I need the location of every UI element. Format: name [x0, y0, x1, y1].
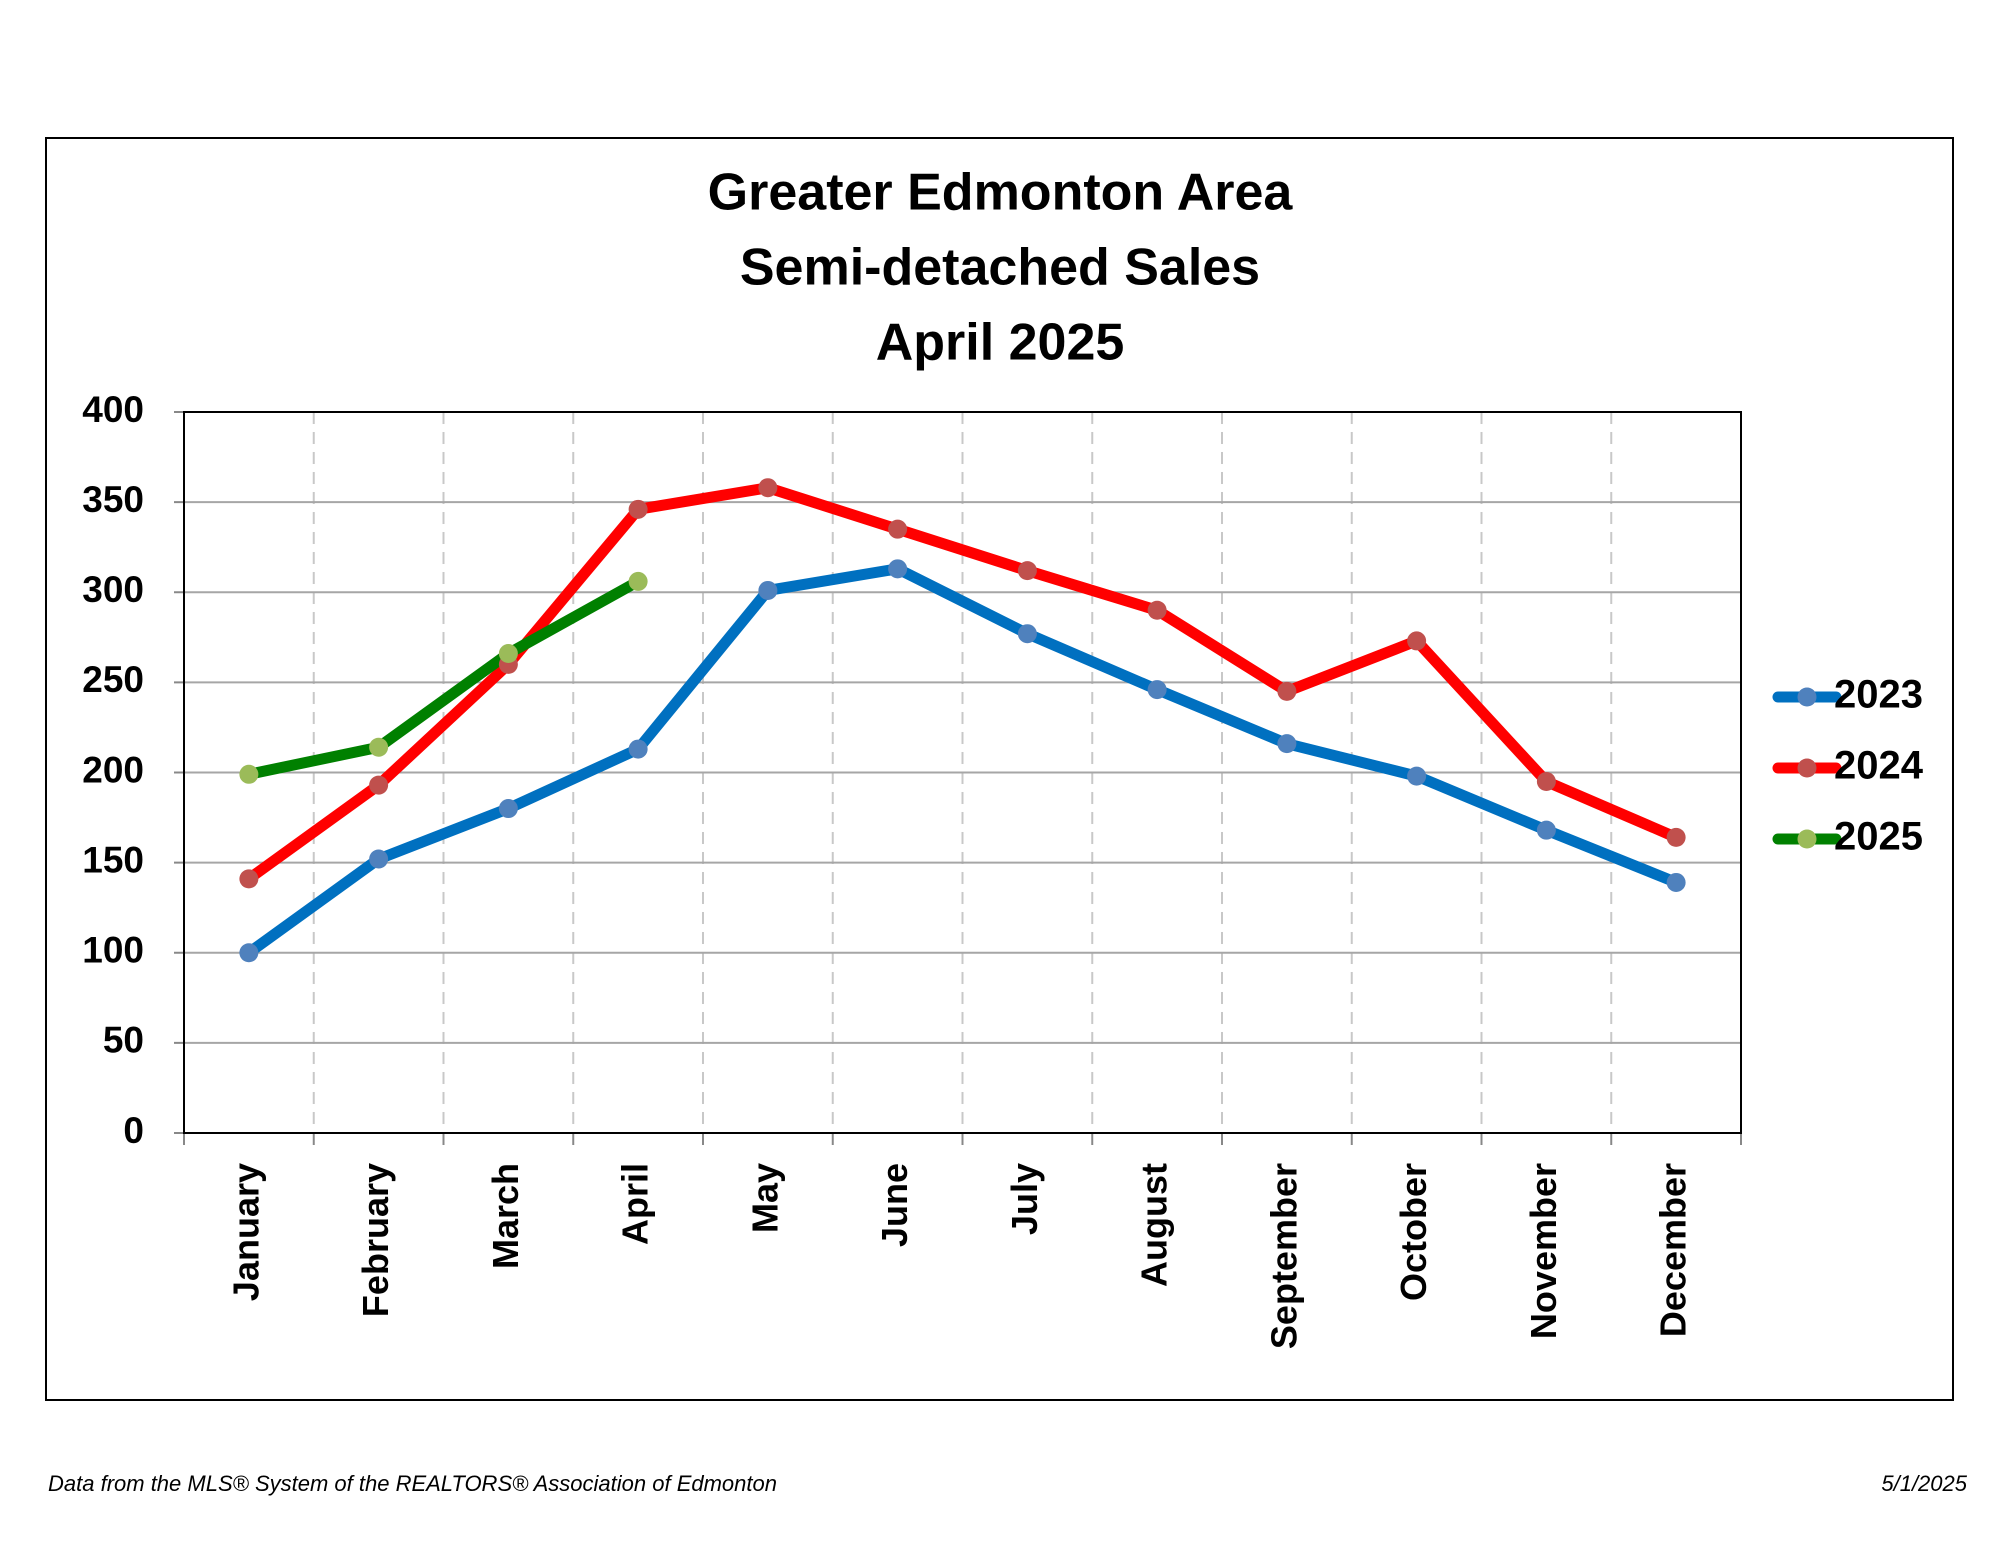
date-note: 5/1/2025	[1881, 1471, 1967, 1496]
y-tick-label: 50	[103, 1020, 144, 1061]
x-tick-label: December	[1653, 1163, 1694, 1337]
legend-label: 2025	[1834, 815, 1923, 859]
data-point	[239, 764, 259, 784]
y-tick-label: 150	[82, 839, 144, 880]
chart-title: Semi-detached Sales	[740, 239, 1260, 297]
chart-title: Greater Edmonton Area	[708, 164, 1294, 222]
data-point	[628, 499, 648, 519]
y-tick-label: 400	[82, 389, 144, 430]
chart-title: April 2025	[876, 314, 1125, 372]
x-tick-label: November	[1523, 1163, 1564, 1339]
data-point	[628, 739, 648, 759]
data-point	[239, 943, 259, 963]
legend-label: 2023	[1834, 673, 1923, 717]
y-tick-label: 300	[82, 569, 144, 610]
data-point	[239, 869, 259, 889]
data-point	[758, 478, 778, 498]
data-point	[628, 571, 648, 591]
data-point	[1407, 766, 1427, 786]
data-point	[1277, 734, 1297, 754]
y-tick-label: 250	[82, 659, 144, 700]
data-point	[369, 775, 389, 795]
data-point	[1536, 820, 1556, 840]
x-tick-label: August	[1134, 1163, 1175, 1287]
series-line	[245, 482, 1679, 884]
x-tick-label: July	[1004, 1163, 1045, 1235]
x-tick-label: March	[485, 1163, 526, 1269]
data-point	[1017, 561, 1037, 581]
data-point	[498, 799, 518, 819]
x-tick-label: February	[355, 1163, 396, 1317]
data-point	[1147, 600, 1167, 620]
data-point	[1407, 631, 1427, 651]
legend-label: 2024	[1834, 744, 1924, 788]
x-tick-label: January	[225, 1163, 266, 1301]
y-tick-label: 200	[82, 749, 144, 790]
data-point	[1666, 872, 1686, 892]
data-point	[369, 737, 389, 757]
source-note: Data from the MLS® System of the REALTOR…	[48, 1471, 777, 1496]
y-tick-label: 0	[123, 1110, 144, 1151]
x-tick-label: September	[1263, 1163, 1304, 1349]
plot-border	[183, 411, 1742, 1134]
data-point	[758, 580, 778, 600]
y-tick-label: 350	[82, 479, 144, 520]
data-point	[1017, 624, 1037, 644]
data-point	[1277, 681, 1297, 701]
legend-marker	[1797, 687, 1817, 707]
data-point	[369, 849, 389, 869]
chart-frame	[45, 137, 1954, 1401]
data-point	[1666, 827, 1686, 847]
series-line	[245, 563, 1679, 958]
x-tick-label: May	[744, 1163, 785, 1233]
data-point	[498, 644, 518, 664]
legend-marker	[1797, 829, 1817, 849]
x-tick-label: June	[874, 1163, 915, 1247]
data-point	[888, 519, 908, 539]
y-tick-label: 100	[82, 930, 144, 971]
x-tick-label: October	[1393, 1163, 1434, 1301]
legend-marker	[1797, 758, 1817, 778]
data-point	[1147, 680, 1167, 700]
data-point	[888, 559, 908, 579]
data-point	[1536, 772, 1556, 792]
series-line	[247, 576, 641, 780]
x-tick-label: April	[615, 1163, 656, 1245]
